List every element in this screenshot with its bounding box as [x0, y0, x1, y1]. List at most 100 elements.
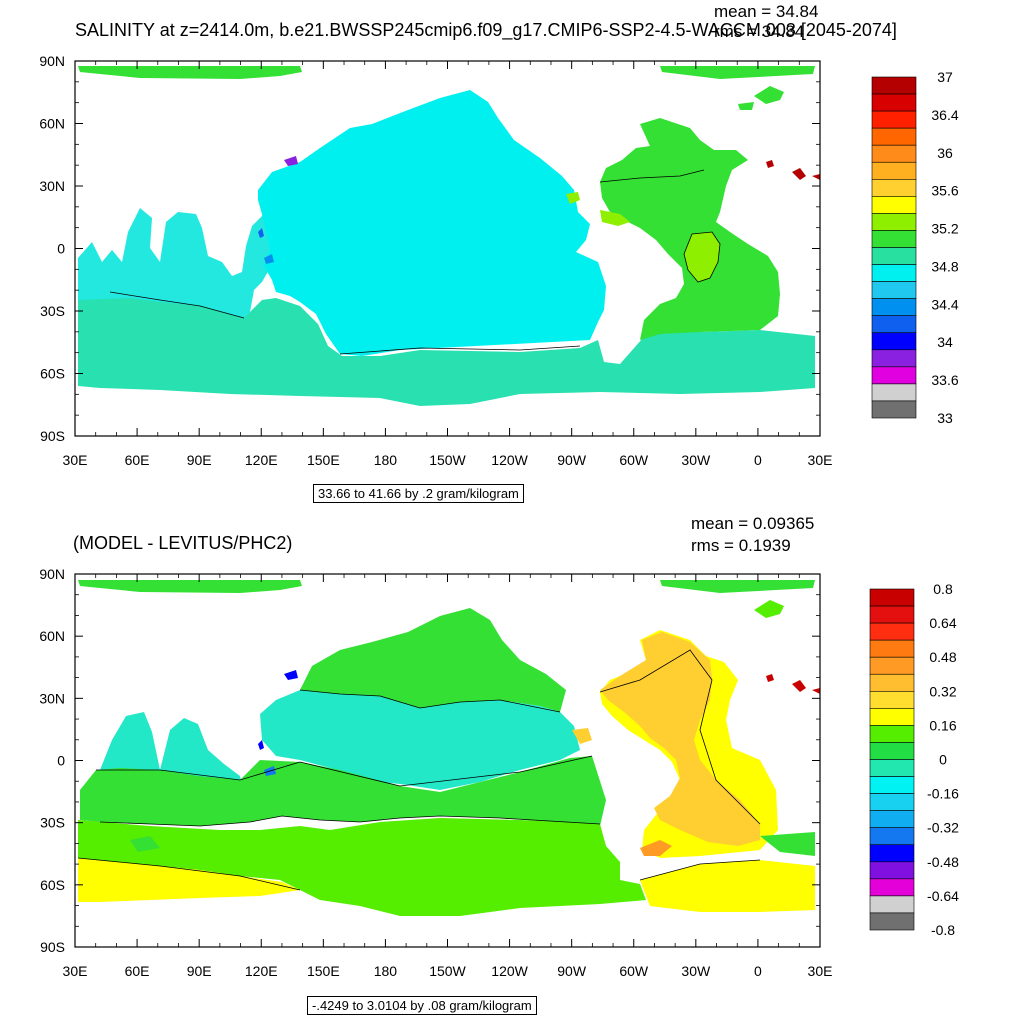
colorbar-label: 0.8 [933, 581, 953, 597]
y-tick-label: 30S [40, 303, 65, 319]
top-arctic-ice-region [78, 66, 302, 79]
y-tick-label: 0 [57, 753, 65, 769]
colorbar-swatch [871, 230, 917, 248]
colorbar-swatch [871, 264, 917, 282]
top-rms: rms = 34.84 [714, 22, 805, 41]
colorbar-swatch [871, 298, 917, 316]
colorbar-label: 0.32 [929, 683, 956, 699]
colorbar-swatch [871, 179, 917, 197]
top-title: SALINITY at z=2414.0m, b.e21.BWSSP245cmi… [75, 20, 897, 40]
bottom-pacific-cyan [260, 690, 580, 790]
y-tick-label: 60S [40, 877, 65, 893]
colorbar-swatch [869, 725, 915, 743]
colorbar-swatch [869, 690, 915, 709]
x-tick-label: 150W [429, 963, 466, 979]
colorbar-swatch [871, 281, 917, 299]
bottom-atlantic-orange [600, 632, 760, 846]
colorbar-swatch [869, 622, 915, 641]
colorbar-swatch [869, 759, 915, 777]
x-tick-label: 90W [557, 963, 587, 979]
colorbar-swatch [869, 673, 915, 692]
colorbar-swatch [871, 76, 917, 95]
colorbar-label: 36.4 [931, 107, 958, 123]
x-tick-label: 30E [63, 452, 88, 468]
colorbar-label: 36 [937, 145, 953, 161]
x-tick-label: 60W [619, 452, 649, 468]
y-tick-label: 30N [39, 690, 65, 706]
x-tick-label: 30E [63, 963, 88, 979]
colorbar-label: 35.2 [931, 221, 958, 237]
colorbar-swatch [869, 588, 915, 607]
bottom-map [77, 580, 820, 916]
y-tick-label: 90S [40, 939, 65, 955]
x-tick-label: 120E [245, 452, 278, 468]
colorbar-swatch [871, 161, 917, 180]
colorbar-swatch [871, 366, 917, 385]
colorbar-swatch [871, 349, 917, 368]
colorbar-swatch [871, 247, 917, 265]
y-tick-label: 60S [40, 366, 65, 382]
x-tick-label: 150E [307, 452, 340, 468]
x-tick-label: 0 [754, 452, 762, 468]
colorbar-label: 34.4 [931, 296, 958, 312]
bottom-southern-yellow [78, 858, 300, 902]
colorbar-label: -0.64 [927, 888, 959, 904]
top-indian-ocean [78, 200, 276, 320]
y-tick-label: 60N [39, 628, 65, 644]
colorbar-swatch [869, 844, 915, 863]
bottom-southern-green [78, 818, 646, 916]
x-tick-label: 0 [754, 963, 762, 979]
colorbar-swatch [871, 93, 917, 112]
x-tick-label: 60W [619, 963, 649, 979]
top-contour-range: 33.66 to 41.66 by .2 gram/kilogram [313, 484, 524, 503]
colorbar-swatch [869, 656, 915, 675]
x-tick-label: 120E [245, 963, 278, 979]
x-tick-label: 150W [429, 452, 466, 468]
y-tick-label: 0 [57, 241, 65, 257]
colorbar-swatch [871, 400, 917, 419]
x-tick-label: 30E [808, 452, 833, 468]
x-tick-label: 30E [808, 963, 833, 979]
colorbar-swatch [871, 332, 917, 351]
colorbar-label: 37 [937, 69, 953, 85]
colorbar-label: -0.48 [927, 854, 959, 870]
top-atlantic-ocean [600, 118, 780, 340]
bottom-contour-range: -.4249 to 3.0104 by .08 gram/kilogram [307, 996, 537, 1015]
x-tick-label: 120W [491, 452, 528, 468]
colorbar-swatch [871, 383, 917, 402]
x-tick-label: 60E [125, 452, 150, 468]
colorbar-label: 33 [937, 410, 953, 426]
x-tick-label: 150E [307, 963, 340, 979]
colorbar-label: 0 [939, 752, 947, 768]
x-tick-label: 90E [187, 452, 212, 468]
colorbar-swatch [869, 878, 915, 897]
top-southern-ocean [78, 298, 815, 406]
bottom-title: (MODEL - LEVITUS/PHC2) [73, 533, 293, 553]
y-tick-label: 60N [39, 116, 65, 132]
top-mean: mean = 34.84 [714, 2, 819, 21]
bottom-equatorial-band [80, 756, 606, 826]
colorbar-swatch [869, 793, 915, 811]
x-tick-label: 180 [374, 452, 398, 468]
colorbar-label: 0.64 [929, 615, 956, 631]
colorbar-label: 34 [937, 334, 953, 350]
x-tick-label: 90W [557, 452, 587, 468]
colorbar-swatch [869, 810, 915, 829]
y-tick-label: 90N [39, 566, 65, 582]
y-tick-label: 90S [40, 428, 65, 444]
colorbar-swatch [871, 127, 917, 146]
colorbar-swatch [869, 708, 915, 726]
y-tick-label: 30N [39, 178, 65, 194]
colorbar-swatch [869, 776, 915, 794]
x-tick-label: 60E [125, 963, 150, 979]
x-tick-label: 30W [681, 452, 711, 468]
bottom-mean: mean = 0.09365 [691, 514, 815, 533]
x-tick-label: 90E [187, 963, 212, 979]
bottom-rms: rms = 0.1939 [691, 536, 791, 555]
x-tick-label: 30W [681, 963, 711, 979]
colorbar-label: 0.16 [929, 717, 956, 733]
colorbar-swatch [871, 144, 917, 163]
colorbar-swatch [869, 861, 915, 880]
x-tick-label: 180 [374, 963, 398, 979]
